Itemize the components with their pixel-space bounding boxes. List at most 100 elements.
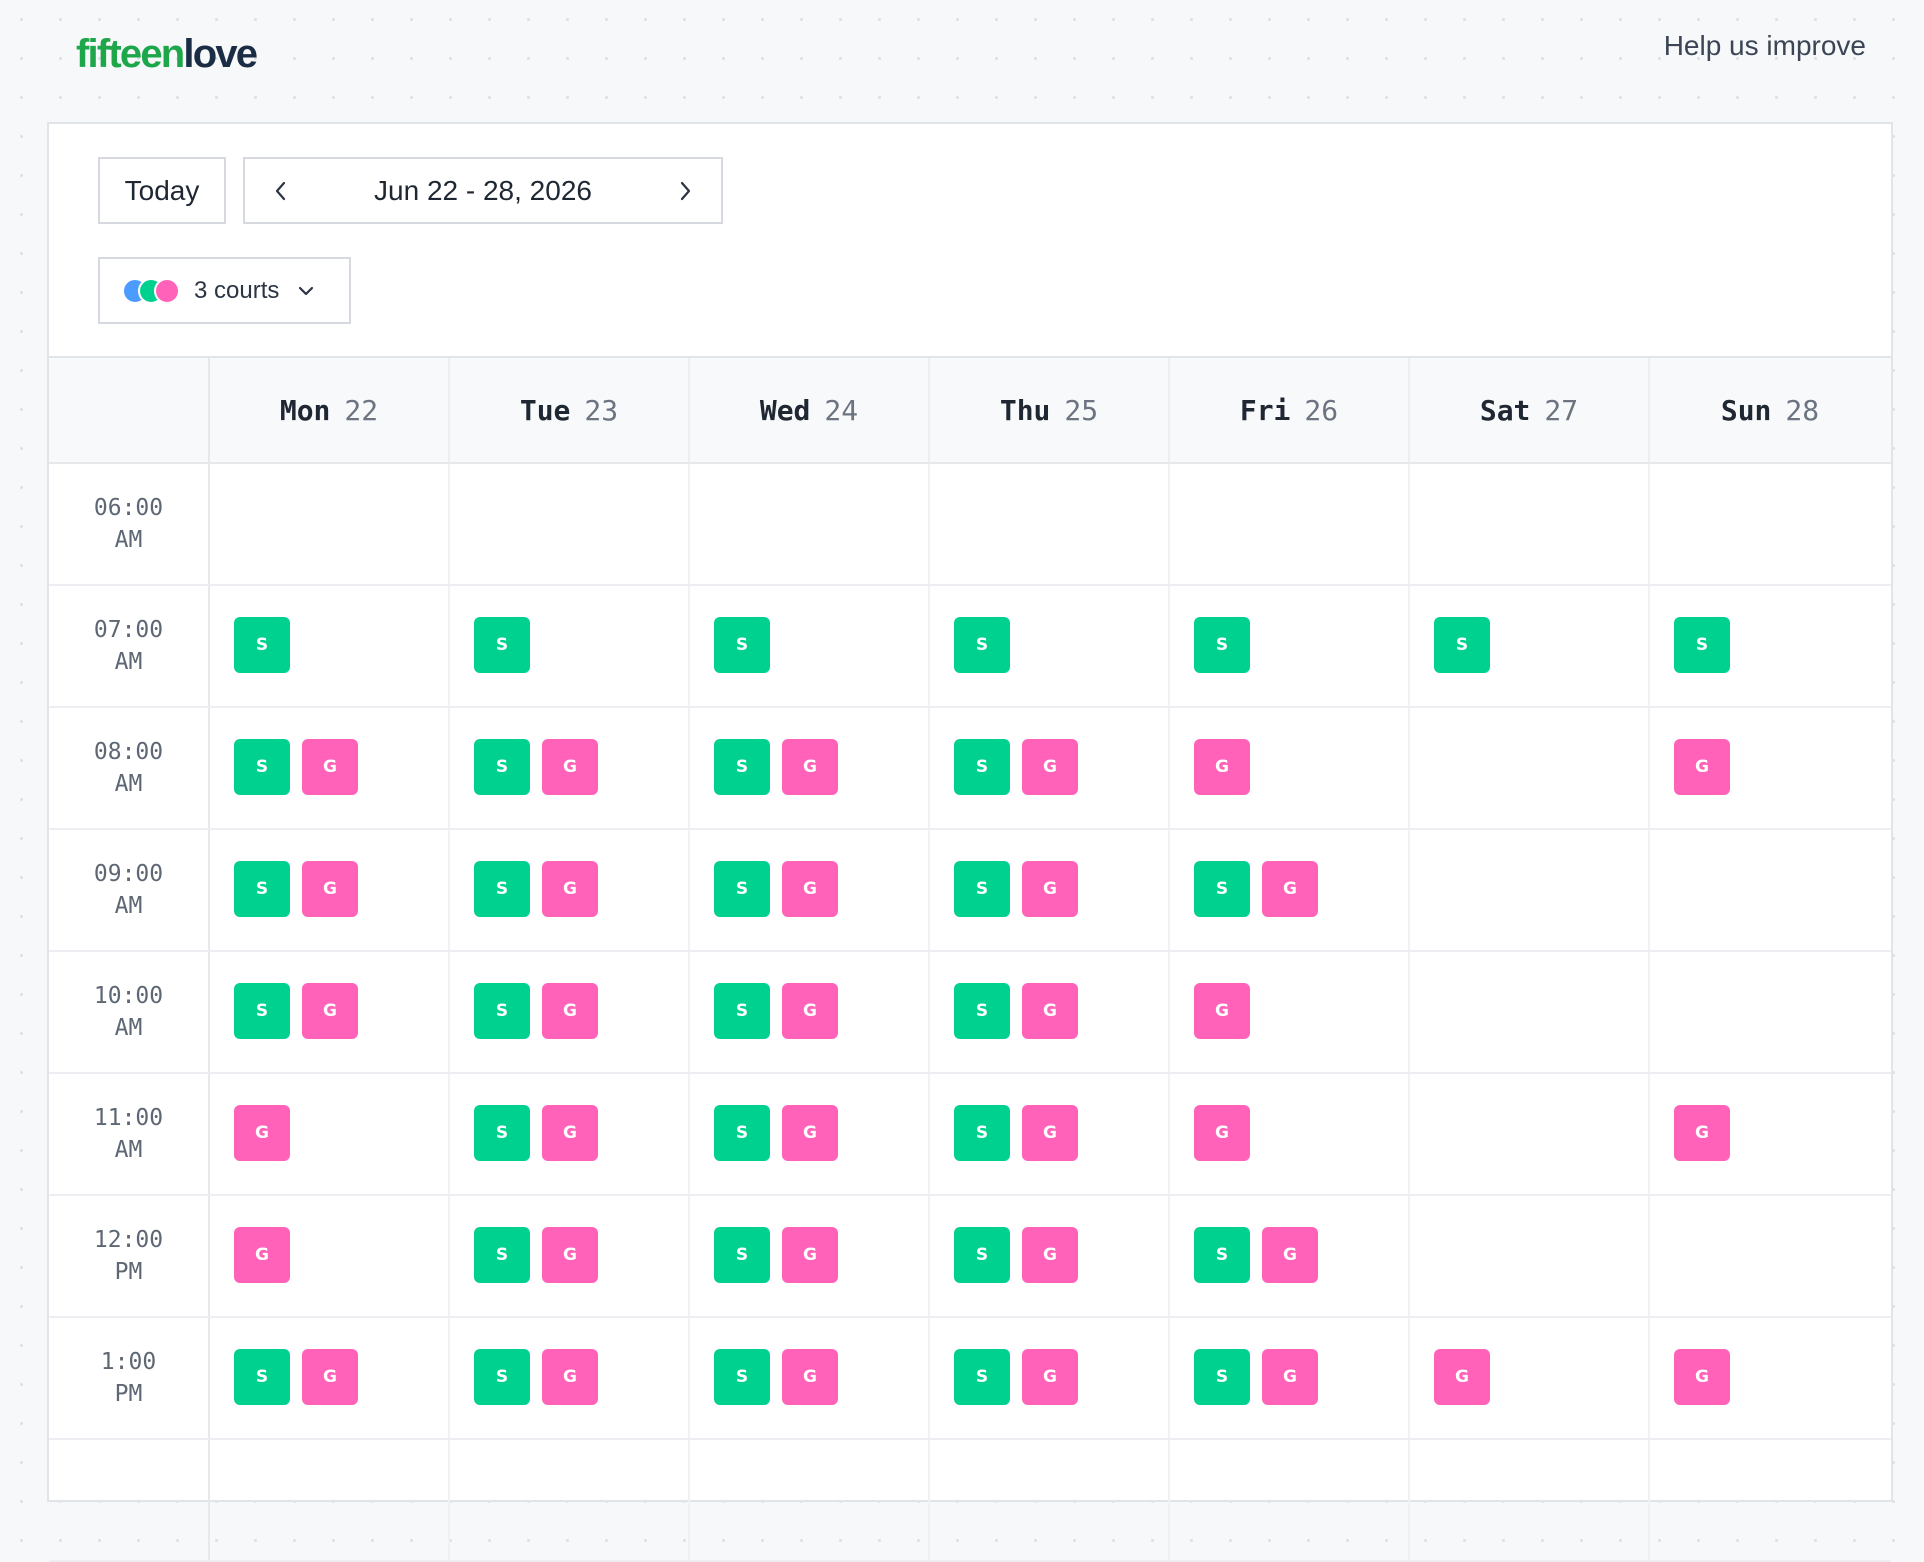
time-period: AM — [114, 527, 143, 553]
slot-g-button[interactable]: G — [1022, 1105, 1078, 1161]
slot-s-button[interactable]: S — [954, 617, 1010, 673]
time-row: 12:00 PM G S G S G S G S G — [49, 1196, 1891, 1318]
slot-g-button[interactable]: G — [542, 739, 598, 795]
today-button[interactable]: Today — [98, 157, 226, 224]
slot-s-button[interactable]: S — [1194, 617, 1250, 673]
next-week-button[interactable] — [649, 159, 721, 222]
day-date: 24 — [824, 393, 859, 427]
time-row: 10:00 AM S G S G S G S G G — [49, 952, 1891, 1074]
day-cell-sat — [1410, 1196, 1650, 1316]
slot-g-button[interactable]: G — [234, 1105, 290, 1161]
slot-g-button[interactable]: G — [542, 983, 598, 1039]
time-period: PM — [114, 1259, 143, 1285]
slot-s-button[interactable]: S — [1434, 617, 1490, 673]
slot-g-button[interactable]: G — [302, 983, 358, 1039]
slot-s-button[interactable]: S — [954, 1105, 1010, 1161]
slot-g-button[interactable]: G — [782, 983, 838, 1039]
courts-label: 3 courts — [194, 276, 280, 304]
slot-s-button[interactable]: S — [714, 983, 770, 1039]
slot-g-button[interactable]: G — [1674, 1349, 1730, 1405]
slot-s-button[interactable]: S — [474, 983, 530, 1039]
slot-s-button[interactable]: S — [474, 617, 530, 673]
slot-s-button[interactable]: S — [234, 861, 290, 917]
slot-g-button[interactable]: G — [782, 861, 838, 917]
slot-s-button[interactable]: S — [714, 617, 770, 673]
day-date: 28 — [1785, 393, 1820, 427]
slot-g-button[interactable]: G — [542, 1105, 598, 1161]
slot-s-button[interactable]: S — [474, 1105, 530, 1161]
slot-s-button[interactable]: S — [474, 1227, 530, 1283]
day-name: Wed — [759, 393, 811, 427]
prev-week-button[interactable] — [245, 159, 317, 222]
court-color-dots — [122, 277, 180, 304]
slot-s-button[interactable]: S — [954, 739, 1010, 795]
slot-s-button[interactable]: S — [714, 1105, 770, 1161]
slot-g-button[interactable]: G — [1022, 739, 1078, 795]
slot-g-button[interactable]: G — [1194, 1105, 1250, 1161]
slot-g-button[interactable]: G — [782, 739, 838, 795]
help-us-improve-link[interactable]: Help us improve — [1663, 30, 1866, 61]
time-label: 12:00 PM — [49, 1196, 210, 1316]
slot-g-button[interactable]: G — [1022, 983, 1078, 1039]
slot-s-button[interactable]: S — [474, 1349, 530, 1405]
slot-s-button[interactable]: S — [234, 1349, 290, 1405]
slot-g-button[interactable]: G — [782, 1227, 838, 1283]
slot-g-button[interactable]: G — [1674, 1105, 1730, 1161]
slot-s-button[interactable]: S — [714, 1227, 770, 1283]
slot-g-button[interactable]: G — [1022, 861, 1078, 917]
slot-s-button[interactable]: S — [954, 1227, 1010, 1283]
slot-g-button[interactable]: G — [234, 1227, 290, 1283]
slot-s-button[interactable]: S — [954, 1349, 1010, 1405]
time-value: 09:00 — [93, 861, 164, 887]
day-cell-fri: G — [1170, 952, 1410, 1072]
slot-s-button[interactable]: S — [1674, 617, 1730, 673]
slot-g-button[interactable]: G — [542, 1227, 598, 1283]
time-rows: 06:00 AM 07:00 AM S S S S S S S 08:00 AM S G S G S G S G G G 09… — [49, 464, 1891, 1562]
slot-g-button[interactable]: G — [1022, 1227, 1078, 1283]
day-cell-sun — [1650, 1196, 1890, 1316]
slot-s-button[interactable]: S — [234, 617, 290, 673]
slot-g-button[interactable]: G — [782, 1349, 838, 1405]
slot-g-button[interactable]: G — [1262, 1349, 1318, 1405]
slot-s-button[interactable]: S — [954, 983, 1010, 1039]
day-cell-tue — [450, 1440, 690, 1560]
slot-s-button[interactable]: S — [474, 861, 530, 917]
slot-g-button[interactable]: G — [302, 1349, 358, 1405]
slot-s-button[interactable]: S — [714, 861, 770, 917]
time-value: 1:00 — [100, 1349, 157, 1375]
calendar-controls: Today Jun 22 - 28, 2026 3 courts — [49, 124, 1891, 358]
time-label: 10:00 AM — [49, 952, 210, 1072]
slot-g-button[interactable]: G — [302, 861, 358, 917]
slot-g-button[interactable]: G — [1022, 1349, 1078, 1405]
slot-g-button[interactable]: G — [1194, 739, 1250, 795]
day-cell-fri — [1170, 1440, 1410, 1560]
slot-g-button[interactable]: G — [302, 739, 358, 795]
day-name: Mon — [279, 393, 331, 427]
courts-dropdown[interactable]: 3 courts — [98, 257, 351, 324]
slot-g-button[interactable]: G — [1262, 861, 1318, 917]
slot-s-button[interactable]: S — [954, 861, 1010, 917]
slot-s-button[interactable]: S — [1194, 1227, 1250, 1283]
slot-g-button[interactable]: G — [1434, 1349, 1490, 1405]
slot-g-button[interactable]: G — [782, 1105, 838, 1161]
logo[interactable]: fifteenlove — [76, 30, 258, 78]
slot-g-button[interactable]: G — [1674, 739, 1730, 795]
slot-s-button[interactable]: S — [234, 983, 290, 1039]
slot-s-button[interactable]: S — [474, 739, 530, 795]
slot-g-button[interactable]: G — [542, 861, 598, 917]
time-value: 10:00 — [93, 983, 164, 1009]
slot-g-button[interactable]: G — [1194, 983, 1250, 1039]
slot-s-button[interactable]: S — [1194, 861, 1250, 917]
slot-s-button[interactable]: S — [714, 1349, 770, 1405]
slot-s-button[interactable]: S — [714, 739, 770, 795]
calendar-panel: Today Jun 22 - 28, 2026 3 courts Mon 22 Tu… — [47, 122, 1893, 1562]
slot-s-button[interactable]: S — [234, 739, 290, 795]
slot-s-button[interactable]: S — [1194, 1349, 1250, 1405]
slot-g-button[interactable]: G — [1262, 1227, 1318, 1283]
top-bar: fifteenlove Help us improve — [0, 0, 1924, 110]
slot-g-button[interactable]: G — [542, 1349, 598, 1405]
